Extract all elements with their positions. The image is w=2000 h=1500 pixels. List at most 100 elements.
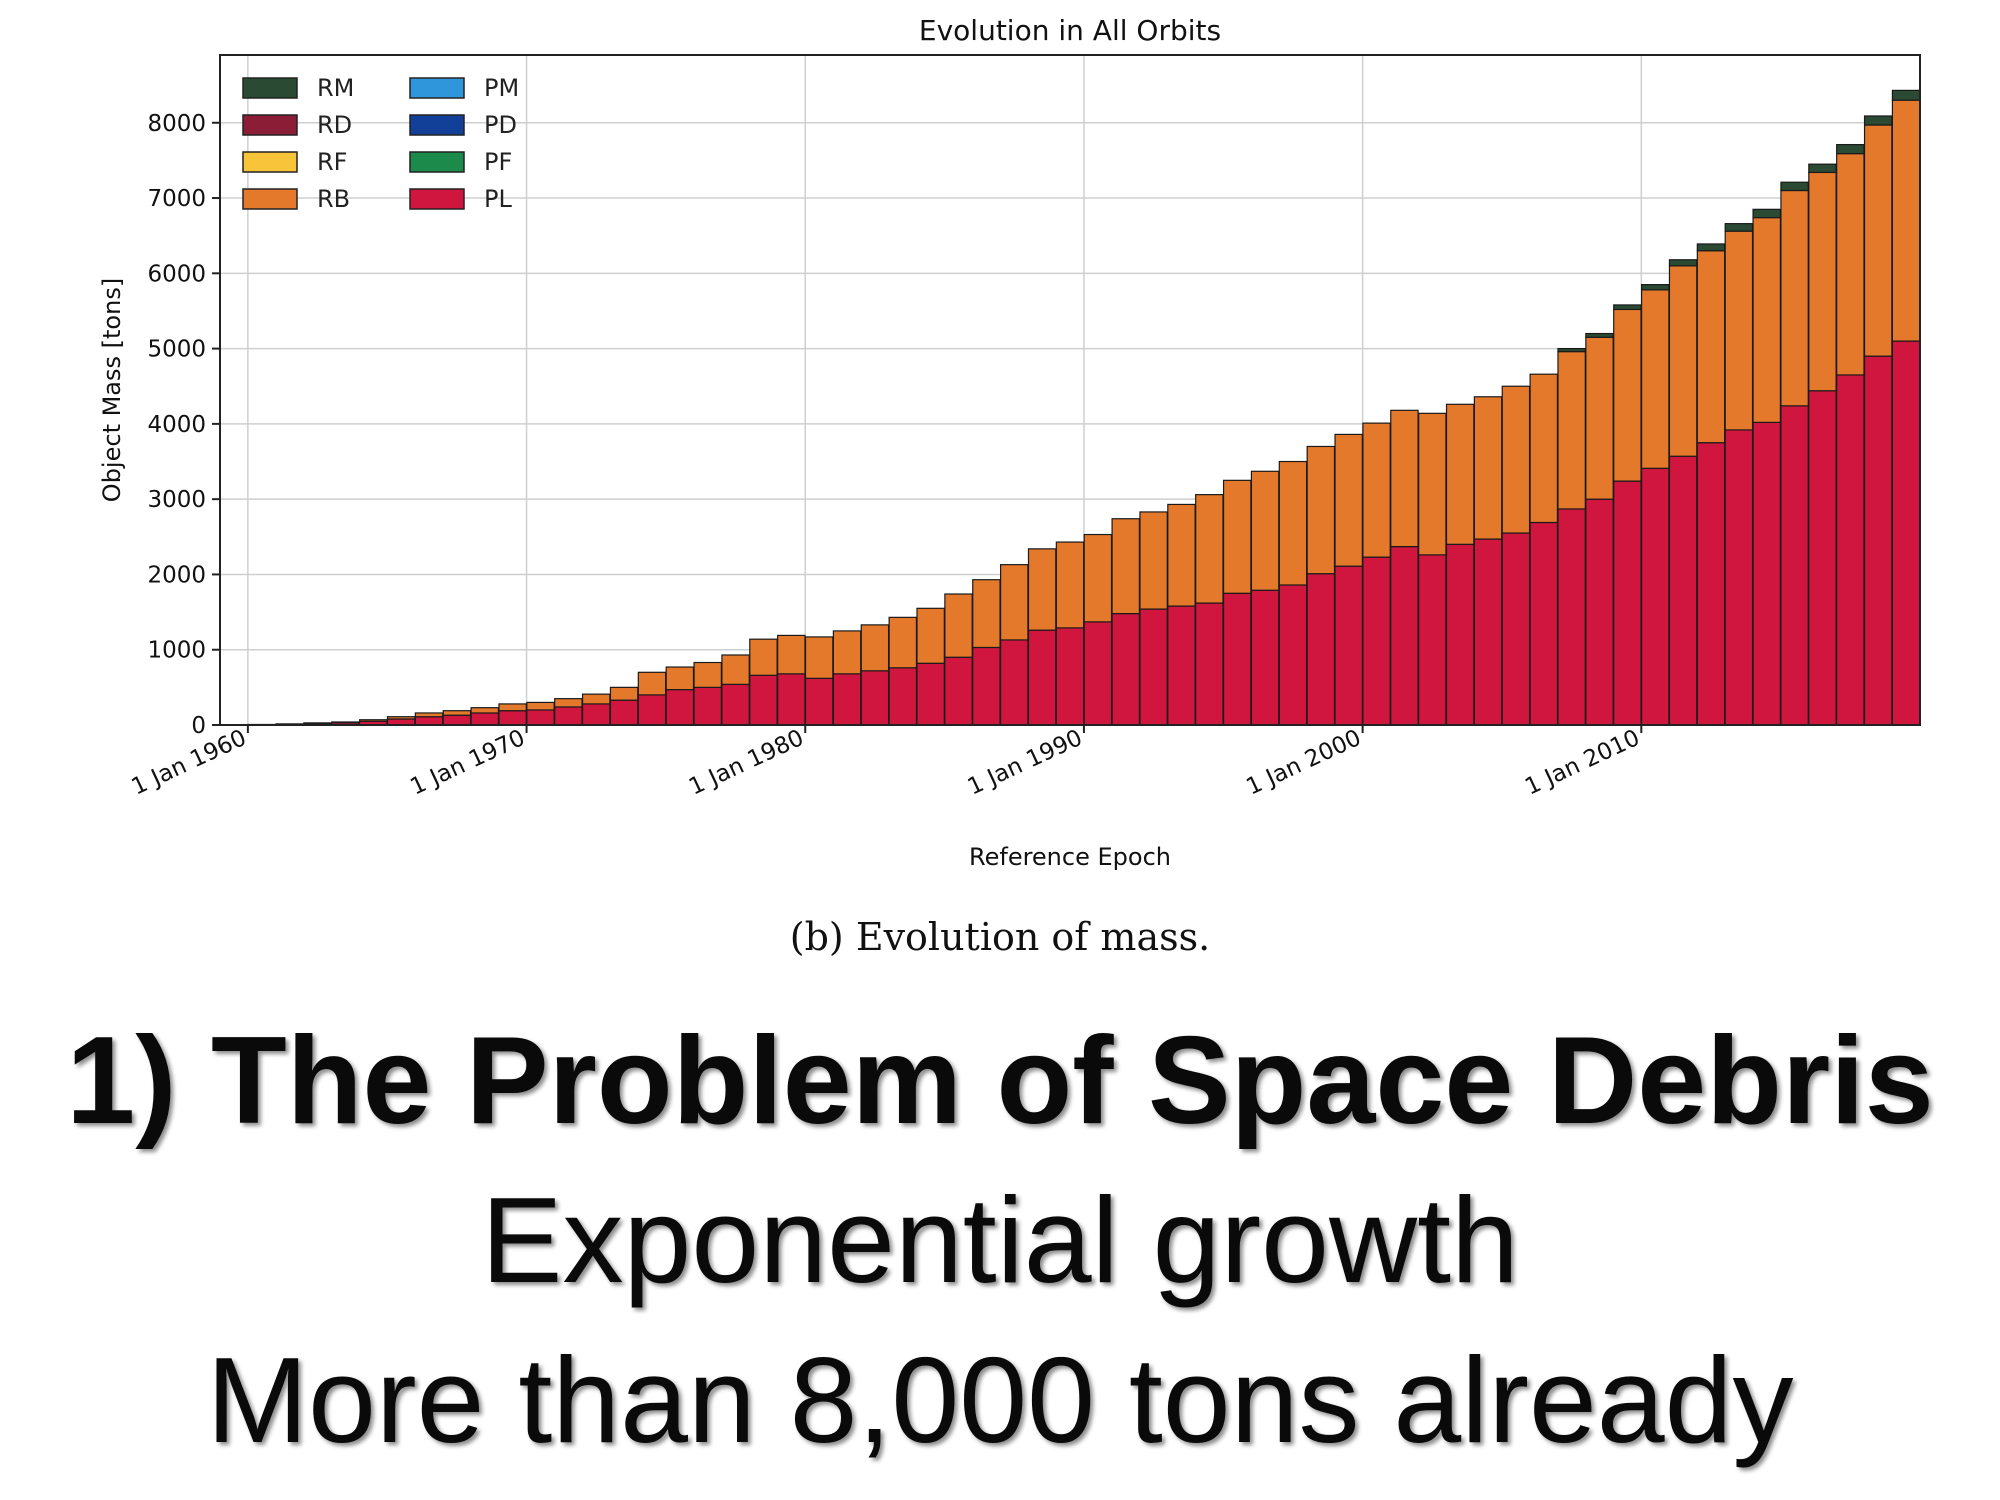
bar-rb: [1752, 217, 1781, 423]
x-tick-label: 1 Jan 1980: [685, 725, 808, 801]
bar-rm: [1780, 181, 1809, 192]
x-tick-label: 1 Jan 2000: [1242, 725, 1365, 801]
bar-rb: [1000, 564, 1029, 641]
bar-pl: [1529, 521, 1559, 726]
bar-rb: [1083, 533, 1113, 623]
figure-caption: (b) Evolution of mass.: [789, 915, 1211, 959]
legend-label-pf: PF: [484, 148, 512, 176]
legend: RM RD RF RB PM PD PF PL: [242, 74, 519, 213]
bar-pl: [470, 712, 500, 726]
bar-rb: [1529, 373, 1559, 524]
legend-swatch-pd: [409, 114, 465, 136]
legend-label-pm: PM: [484, 74, 519, 102]
slide-statement: More than 8,000 tons already: [206, 1332, 1794, 1468]
bar-rb: [1222, 479, 1252, 594]
bar-pl: [1891, 340, 1921, 726]
bar-rb: [1808, 171, 1837, 392]
bar-pl: [1222, 592, 1252, 726]
bar-pl: [1808, 390, 1837, 726]
bar-pl: [1167, 605, 1196, 726]
bar-rb: [1055, 541, 1085, 629]
bar-pl: [1139, 608, 1168, 726]
x-tick-label: 1 Jan 1970: [406, 725, 529, 801]
bar-pl: [414, 716, 444, 726]
bar-rb: [1585, 336, 1614, 500]
bar-rb: [1501, 385, 1531, 534]
bar-pl: [1250, 589, 1280, 726]
bar-pl: [888, 667, 918, 726]
bar-rb: [470, 707, 500, 714]
bar-rm: [1808, 163, 1837, 174]
bar-rm: [1613, 304, 1642, 311]
legend-label-rb: RB: [317, 185, 350, 213]
bar-rb: [1473, 396, 1503, 540]
bar-rb: [860, 624, 890, 672]
y-tick-label: 7000: [147, 186, 206, 212]
y-tick-label: 0: [191, 713, 206, 739]
bar-pl: [637, 694, 667, 726]
legend-swatch-pm: [409, 77, 465, 99]
x-tick-label: 1 Jan 2010: [1521, 725, 1644, 801]
legend-label-pd: PD: [484, 111, 517, 139]
bar-rb: [665, 666, 695, 691]
bar-pl: [944, 656, 973, 726]
bar-rb: [1891, 99, 1921, 342]
slide-subtitle: Exponential growth: [481, 1172, 1519, 1308]
bar-rb: [1668, 265, 1698, 457]
bar-rb: [944, 593, 973, 658]
bar-rb: [1334, 433, 1363, 567]
bar-pl: [1473, 538, 1503, 726]
bar-rb: [442, 710, 472, 716]
bar-pl: [1055, 627, 1085, 726]
bar-rb: [609, 686, 639, 701]
bar-pl: [1083, 621, 1113, 726]
legend-swatch-rd: [242, 114, 298, 136]
bar-rm: [1724, 223, 1754, 232]
bar-rb: [581, 693, 611, 705]
bar-rb: [1390, 409, 1419, 548]
bar-rb: [1640, 289, 1670, 469]
bar-rb: [1557, 351, 1586, 510]
bar-pl: [1863, 355, 1893, 726]
legend-label-rf: RF: [317, 148, 347, 176]
bar-pl: [1445, 543, 1475, 726]
bar-pl: [526, 709, 555, 726]
x-axis-label: Reference Epoch: [969, 843, 1171, 871]
bar-pl: [554, 706, 583, 726]
x-tick-label: 1 Jan 1960: [128, 725, 251, 801]
legend-swatch-rm: [242, 77, 298, 99]
bar-rb: [331, 721, 360, 724]
bar-pl: [916, 662, 945, 726]
bar-pl: [1306, 573, 1336, 726]
bar-pl: [1362, 556, 1391, 726]
bar-pl: [1195, 602, 1224, 726]
bar-rb: [1863, 124, 1893, 357]
y-axis-ticks: 0 1000 2000 3000 4000 5000 6000 7000 8000: [147, 111, 220, 739]
bar-rm: [1752, 208, 1781, 219]
bar-pl: [1780, 405, 1809, 726]
bar-rm: [1696, 243, 1726, 252]
bar-pl: [1418, 554, 1447, 726]
bar-pl: [749, 674, 778, 726]
bar-rm: [1891, 89, 1921, 101]
y-tick-label: 1000: [147, 638, 206, 664]
bar-pl: [1501, 532, 1531, 726]
legend-swatch-pl: [409, 188, 465, 210]
bar-pl: [777, 673, 806, 726]
bar-rb: [1613, 308, 1642, 482]
legend-label-pl: PL: [484, 185, 512, 213]
legend-swatch-rf: [242, 151, 298, 173]
bar-rb: [916, 607, 945, 664]
x-tick-label: 1 Jan 1990: [964, 725, 1087, 801]
legend-label-rd: RD: [317, 111, 352, 139]
bar-pl: [498, 710, 527, 726]
bar-rb: [1836, 153, 1865, 376]
bar-rb: [1418, 412, 1447, 556]
bar-pl: [665, 689, 695, 726]
y-tick-label: 8000: [147, 111, 206, 137]
bar-rb: [1278, 460, 1308, 586]
bar-pl: [1836, 374, 1865, 726]
x-axis-ticks: 1 Jan 1960 1 Jan 1970 1 Jan 1980 1 Jan 1990…: [128, 725, 1644, 801]
bar-pl: [972, 646, 1001, 726]
bar-rm: [1836, 143, 1865, 155]
